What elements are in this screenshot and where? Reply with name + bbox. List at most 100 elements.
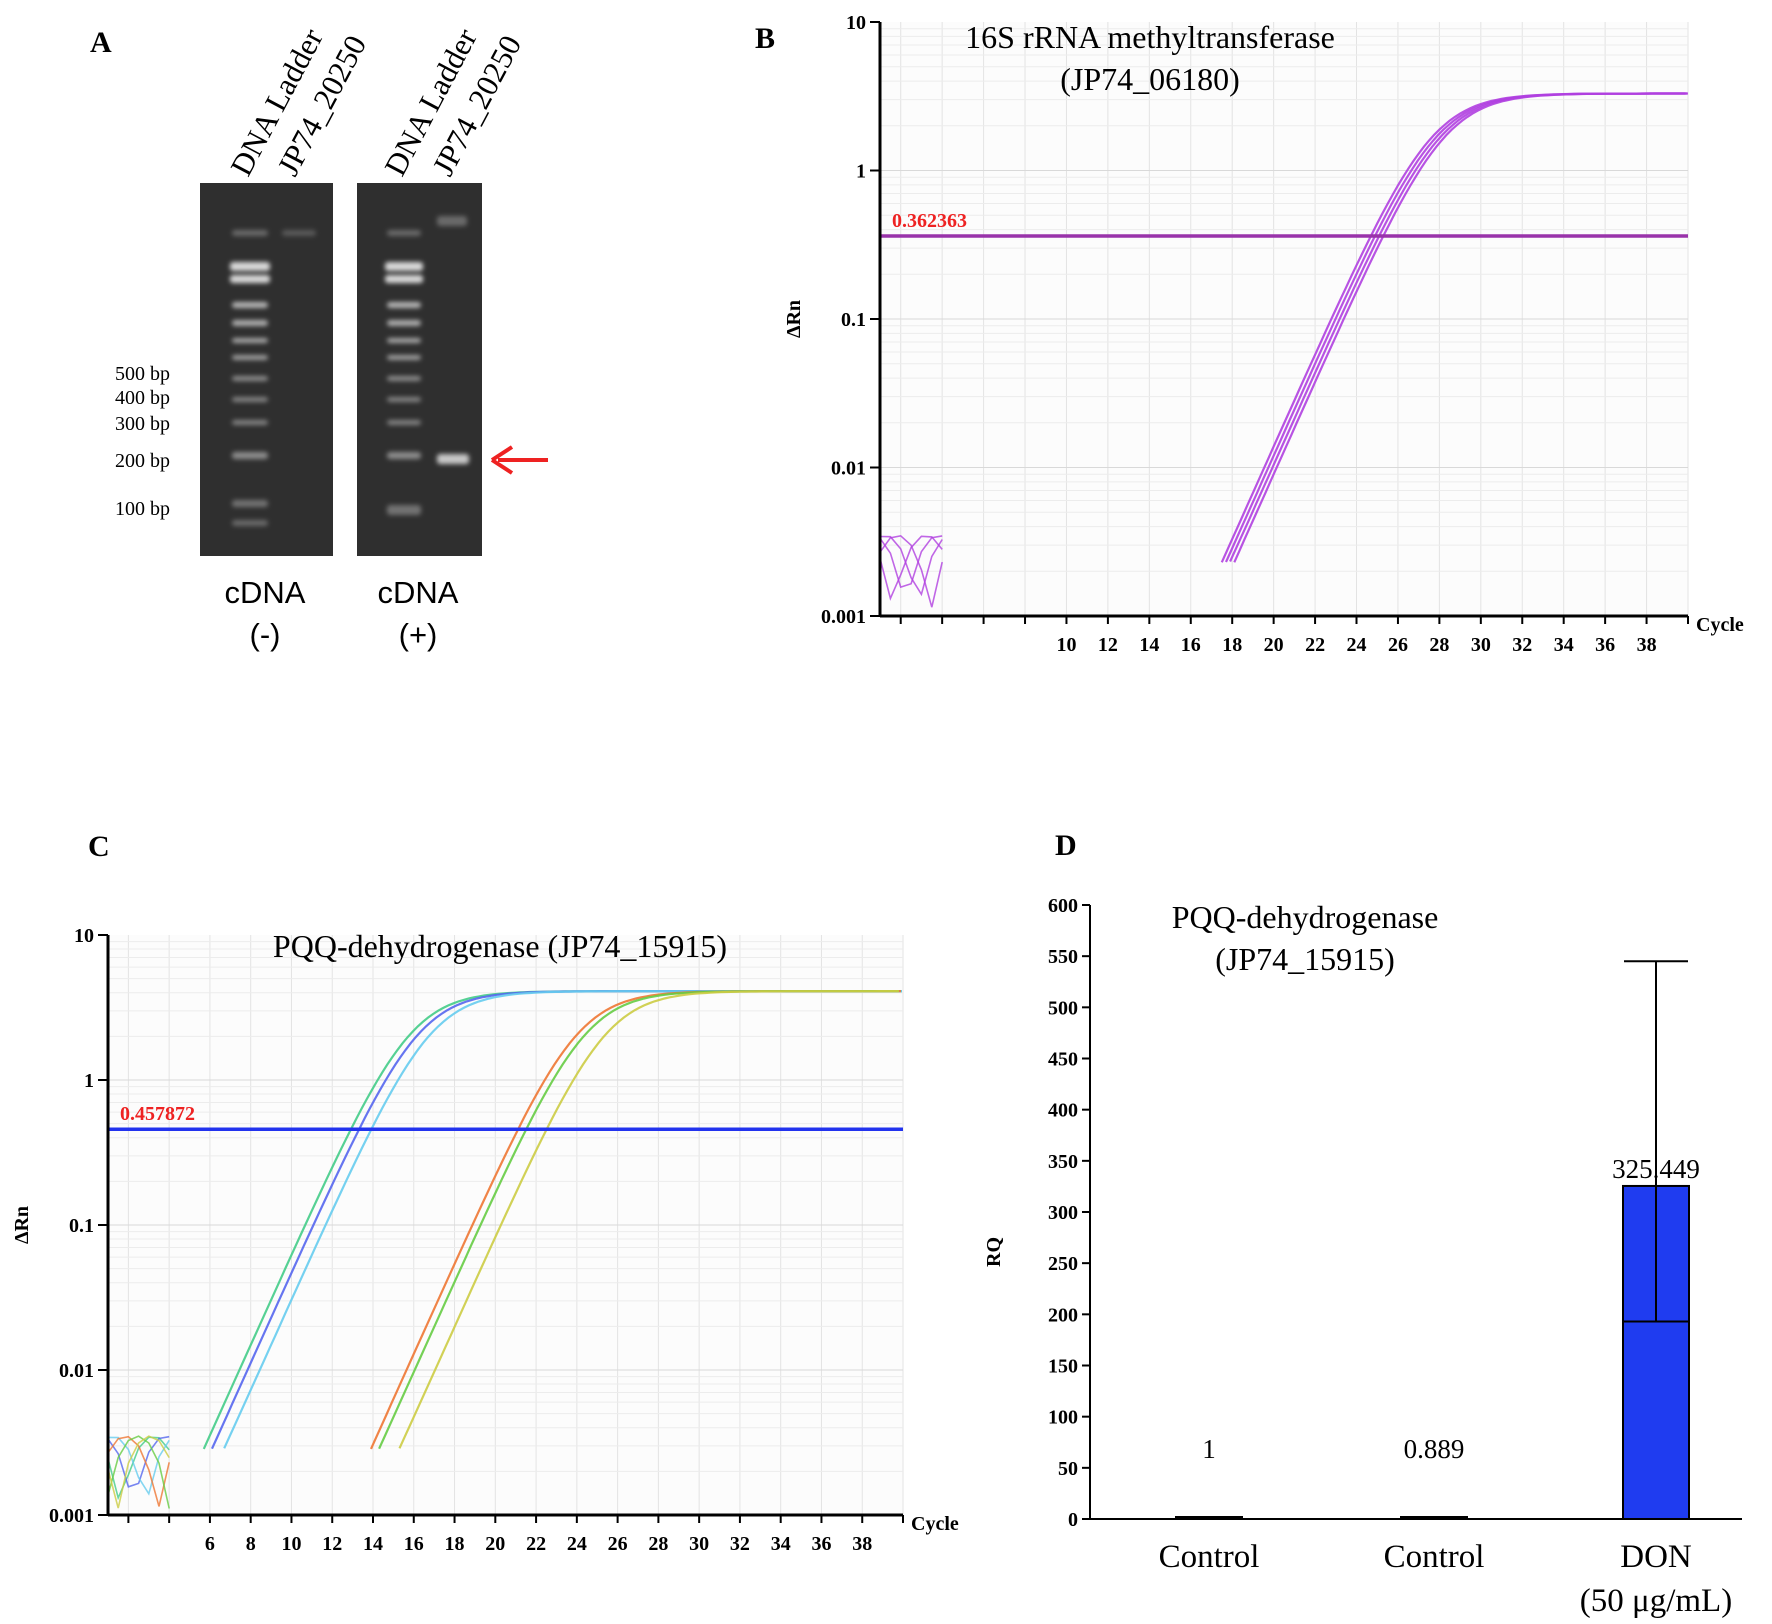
y-tick-label: 450 (1048, 1049, 1078, 1071)
x-tick-label: 18 (445, 1533, 465, 1555)
y-tick-label: 400 (1048, 1100, 1078, 1122)
y-tick-label: 200 (1048, 1304, 1078, 1326)
baseline-noise-rep5 (107, 1435, 170, 1509)
x-tick-label: 38 (852, 1533, 872, 1555)
y-tick-label: 0.01 (59, 1360, 94, 1382)
x-tick-label: 22 (526, 1533, 546, 1555)
x-tick-label: 10 (1056, 634, 1076, 656)
ladder-label-200: 200 bp (115, 450, 170, 472)
threshold-label: 0.362363 (892, 210, 967, 232)
x-tick-label: 10 (281, 1533, 301, 1555)
chart-d: 0 50 100 150 200 250 300 350 400 450 500 550 600 RQ 1 C… (983, 895, 1742, 1619)
ladder-label-400: 400 bp (115, 387, 170, 409)
x-tick-label: 26 (608, 1533, 628, 1555)
y-tick-label: 50 (1058, 1458, 1078, 1480)
baseline-noise-rep2 (107, 1435, 170, 1488)
threshold-label: 0.457872 (120, 1103, 195, 1125)
y-tick-label: 0 (1068, 1509, 1078, 1531)
baseline-noise-rep6 (107, 1435, 170, 1509)
x-tick-label: 36 (811, 1533, 831, 1555)
baseline-noise-rep4 (107, 1435, 170, 1507)
x-tick-label: 34 (1554, 634, 1574, 656)
x-tick-label: 18 (1222, 634, 1242, 656)
y-axis-label: ΔRn (11, 1206, 33, 1244)
baseline-noise-rep3 (107, 1436, 170, 1496)
y-tick-label: 150 (1048, 1356, 1078, 1378)
y-tick-label: 550 (1048, 946, 1078, 968)
x-tick-label: 12 (322, 1533, 342, 1555)
y-tick-label: 500 (1048, 997, 1078, 1019)
y-tick-label: 10 (846, 12, 866, 34)
band-arrow-icon (490, 445, 548, 475)
x-tick-label: 22 (1305, 634, 1325, 656)
x-tick-label: 16 (1181, 634, 1201, 656)
x-tick-label: 14 (1139, 634, 1159, 656)
x-tick-label: 32 (1512, 634, 1532, 656)
y-tick-label: 10 (74, 925, 94, 947)
chart-title: PQQ-dehydrogenase (1172, 899, 1439, 935)
x-tick-label: 30 (1471, 634, 1491, 656)
y-tick-label: 0.01 (831, 458, 866, 480)
panel-label-c: C (88, 830, 110, 863)
y-tick-label: 0.1 (841, 309, 866, 331)
baseline-noise-rep2 (879, 535, 943, 589)
gel-image-left (200, 183, 333, 556)
x-tick-label: 32 (730, 1533, 750, 1555)
y-tick-label: 0.1 (69, 1215, 94, 1237)
condition-minus-line2: (-) (250, 617, 281, 652)
category-label-3: DON (1620, 1539, 1692, 1575)
x-axis-label: Cycle (1696, 614, 1744, 636)
category-sublabel-3: (50 μg/mL) (1580, 1583, 1732, 1619)
condition-plus-line1: cDNA (378, 575, 459, 610)
y-tick-label: 1 (84, 1070, 94, 1092)
bar-value-label-2: 0.889 (1404, 1434, 1465, 1464)
bar-1 (1175, 1516, 1243, 1520)
chart-title: 16S rRNA methyltransferase (965, 19, 1335, 55)
y-tick-label: 300 (1048, 1202, 1078, 1224)
chart-subtitle: (JP74_06180) (1060, 61, 1240, 97)
x-tick-label: 16 (404, 1533, 424, 1555)
x-tick-label: 30 (689, 1533, 709, 1555)
gel-image-right (357, 183, 482, 556)
panel-label-b: B (755, 22, 775, 55)
x-tick-label: 28 (648, 1533, 668, 1555)
x-axis-label: Cycle (911, 1513, 959, 1535)
x-tick-label: 6 (205, 1533, 215, 1555)
y-tick-label: 100 (1048, 1407, 1078, 1429)
ladder-label-100: 100 bp (115, 498, 170, 520)
baseline-noise-rep3 (879, 535, 943, 597)
x-tick-label: 36 (1595, 634, 1615, 656)
y-axis-label: RQ (983, 1237, 1005, 1267)
y-tick-label: 600 (1048, 895, 1078, 917)
condition-minus-line1: cDNA (225, 575, 306, 610)
y-tick-label: 0.001 (49, 1505, 94, 1527)
x-tick-label: 38 (1637, 634, 1657, 656)
chart-subtitle: (JP74_15915) (1215, 941, 1395, 977)
ladder-label-300: 300 bp (115, 413, 170, 435)
amplification-curve-rep6 (398, 989, 899, 1449)
y-tick-label: 350 (1048, 1151, 1078, 1173)
y-tick-label: 250 (1048, 1253, 1078, 1275)
x-tick-label: 34 (771, 1533, 791, 1555)
category-label-2: Control (1384, 1539, 1485, 1575)
x-tick-label: 28 (1429, 634, 1449, 656)
x-tick-label: 24 (1347, 634, 1367, 656)
x-tick-label: 12 (1098, 634, 1118, 656)
amplification-curve-rep4 (1233, 92, 1685, 563)
baseline-noise-rep4 (879, 534, 943, 608)
panel-label-d: D (1055, 829, 1077, 862)
x-tick-label: 20 (1264, 634, 1284, 656)
y-axis-label: ΔRn (783, 300, 805, 338)
condition-plus-line2: (+) (399, 617, 438, 652)
x-tick-label: 26 (1388, 634, 1408, 656)
panel-label-a: A (90, 26, 112, 59)
ladder-label-500: 500 bp (115, 363, 170, 385)
chart-title: PQQ-dehydrogenase (JP74_15915) (273, 928, 727, 964)
x-tick-label: 14 (363, 1533, 383, 1555)
category-label-1: Control (1159, 1539, 1260, 1575)
y-tick-label: 0.001 (821, 606, 866, 628)
bar-value-label-1: 1 (1202, 1434, 1216, 1464)
chart-c: 0.457872 0.001 0.01 0.1 1 10 6 8 10 12 14 16 18 20 22 2… (11, 925, 959, 1555)
x-tick-label: 8 (246, 1533, 256, 1555)
